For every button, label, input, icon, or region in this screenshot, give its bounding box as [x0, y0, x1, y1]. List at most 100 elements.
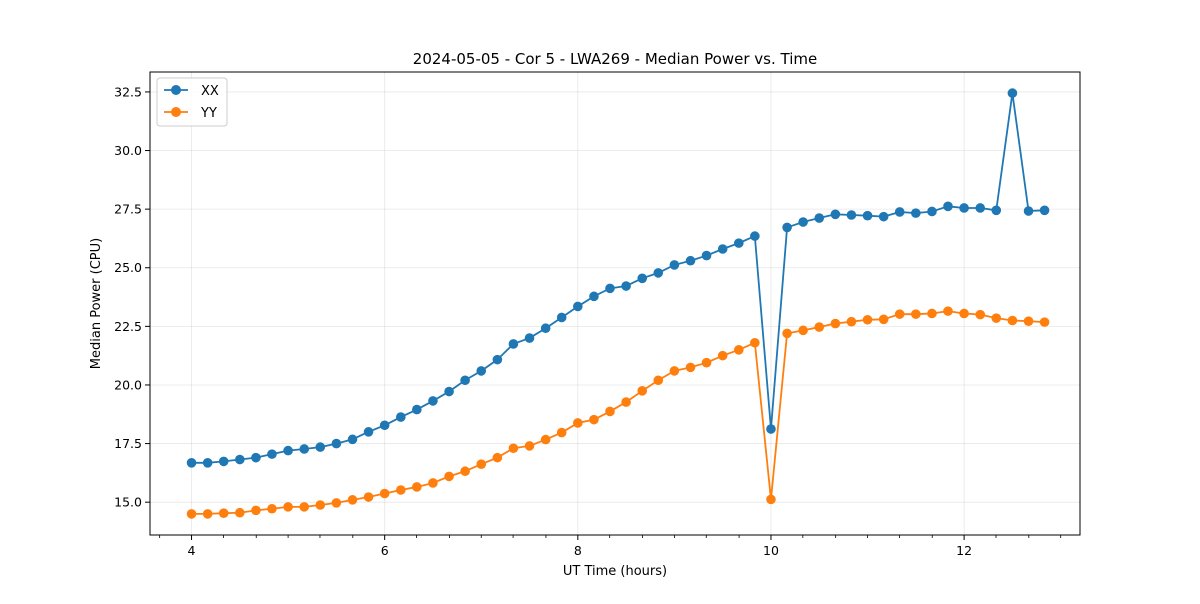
data-point-xx [927, 206, 937, 217]
data-point-yy [396, 485, 406, 495]
data-point-xx [782, 222, 792, 233]
data-point-xx [717, 244, 728, 254]
data-point-xx [1007, 88, 1018, 98]
y-tick-label: 32.5 [114, 84, 142, 99]
data-point-xx [1039, 205, 1050, 216]
data-point-xx [830, 209, 841, 220]
data-point-yy [363, 492, 374, 502]
data-point-xx [379, 420, 390, 431]
data-point-xx [235, 454, 245, 465]
data-point-yy [927, 308, 937, 319]
data-point-xx [750, 231, 760, 241]
data-point-yy [782, 328, 792, 339]
data-point-yy [412, 482, 422, 492]
data-point-xx [556, 312, 567, 323]
data-point-xx [734, 238, 744, 248]
legend-label-xx: XX [201, 84, 219, 99]
data-point-xx [492, 354, 503, 365]
data-point-yy [315, 500, 326, 510]
data-point-xx [460, 375, 470, 386]
legend-label-yy: YY [200, 106, 217, 121]
data-point-xx [444, 386, 454, 397]
data-point-yy [428, 478, 438, 488]
data-series [186, 88, 1050, 519]
data-point-yy [444, 471, 454, 482]
data-point-xx [959, 203, 969, 213]
x-tick-label: 12 [956, 543, 972, 558]
x-tick-label: 4 [188, 543, 196, 558]
data-point-xx [589, 291, 599, 302]
data-point-yy [524, 441, 535, 451]
data-point-xx [991, 205, 1002, 216]
data-point-yy [460, 466, 470, 477]
data-point-xx [186, 457, 197, 468]
data-point-yy [685, 362, 696, 373]
data-point-xx [347, 434, 358, 445]
data-point-xx [685, 255, 696, 266]
y-tick-label: 25.0 [114, 260, 142, 275]
data-point-yy [573, 418, 583, 428]
data-point-yy [975, 309, 986, 320]
data-point-yy [830, 318, 841, 329]
legend-marker-xx [171, 85, 181, 95]
y-tick-label: 30.0 [114, 143, 142, 158]
data-point-yy [846, 316, 857, 327]
data-point-yy [251, 505, 261, 516]
data-point-yy [540, 434, 551, 445]
data-point-xx [202, 457, 213, 468]
data-point-yy [798, 325, 808, 336]
data-point-yy [347, 495, 358, 505]
data-point-xx [363, 427, 374, 437]
chart-title: 2024-05-05 - Cor 5 - LWA269 - Median Pow… [413, 50, 817, 68]
data-point-yy [717, 350, 728, 361]
data-point-yy [556, 427, 567, 438]
data-point-yy [218, 508, 229, 518]
data-point-xx [1023, 206, 1034, 216]
data-point-xx [894, 207, 905, 217]
plot-area [150, 72, 1080, 535]
data-point-xx [701, 250, 712, 261]
data-point-yy [605, 406, 615, 417]
data-point-yy [669, 366, 680, 376]
data-point-xx [396, 412, 406, 422]
data-point-xx [218, 456, 229, 467]
x-tick-label: 10 [763, 543, 779, 558]
data-point-yy [862, 314, 873, 325]
x-axis-label: UT Time (hours) [563, 564, 667, 579]
plot-frame [149, 71, 1081, 536]
data-point-xx [267, 449, 277, 459]
y-tick-label: 17.5 [114, 436, 142, 451]
data-point-yy [267, 503, 277, 514]
data-point-yy [1039, 317, 1050, 327]
data-point-yy [283, 502, 293, 512]
data-point-xx [573, 301, 583, 312]
data-point-xx [653, 268, 664, 278]
data-point-yy [508, 443, 519, 454]
data-point-xx [476, 366, 487, 376]
data-point-xx [814, 213, 825, 223]
x-tick-label: 6 [381, 543, 389, 558]
data-point-xx [943, 201, 953, 212]
y-axis-label: Median Power (CPU) [89, 238, 104, 369]
data-point-yy [186, 509, 197, 519]
data-point-yy [766, 494, 776, 505]
data-point-yy [734, 345, 744, 355]
data-point-xx [508, 339, 519, 349]
data-point-yy [202, 509, 213, 519]
data-point-yy [476, 459, 487, 470]
data-point-yy [991, 313, 1002, 323]
x-axis-ticks: 4 6 8 10 12 [159, 535, 1062, 558]
data-point-yy [379, 488, 390, 499]
data-point-yy [299, 502, 310, 512]
data-point-xx [412, 404, 422, 415]
data-point-xx [862, 210, 873, 221]
data-point-xx [540, 323, 551, 334]
data-point-xx [331, 438, 342, 449]
data-point-yy [943, 306, 953, 316]
data-point-yy [814, 322, 825, 332]
legend: XX YY [156, 77, 228, 127]
data-point-yy [637, 386, 648, 396]
data-point-xx [766, 424, 776, 434]
data-point-yy [750, 337, 760, 348]
data-point-yy [701, 357, 712, 368]
